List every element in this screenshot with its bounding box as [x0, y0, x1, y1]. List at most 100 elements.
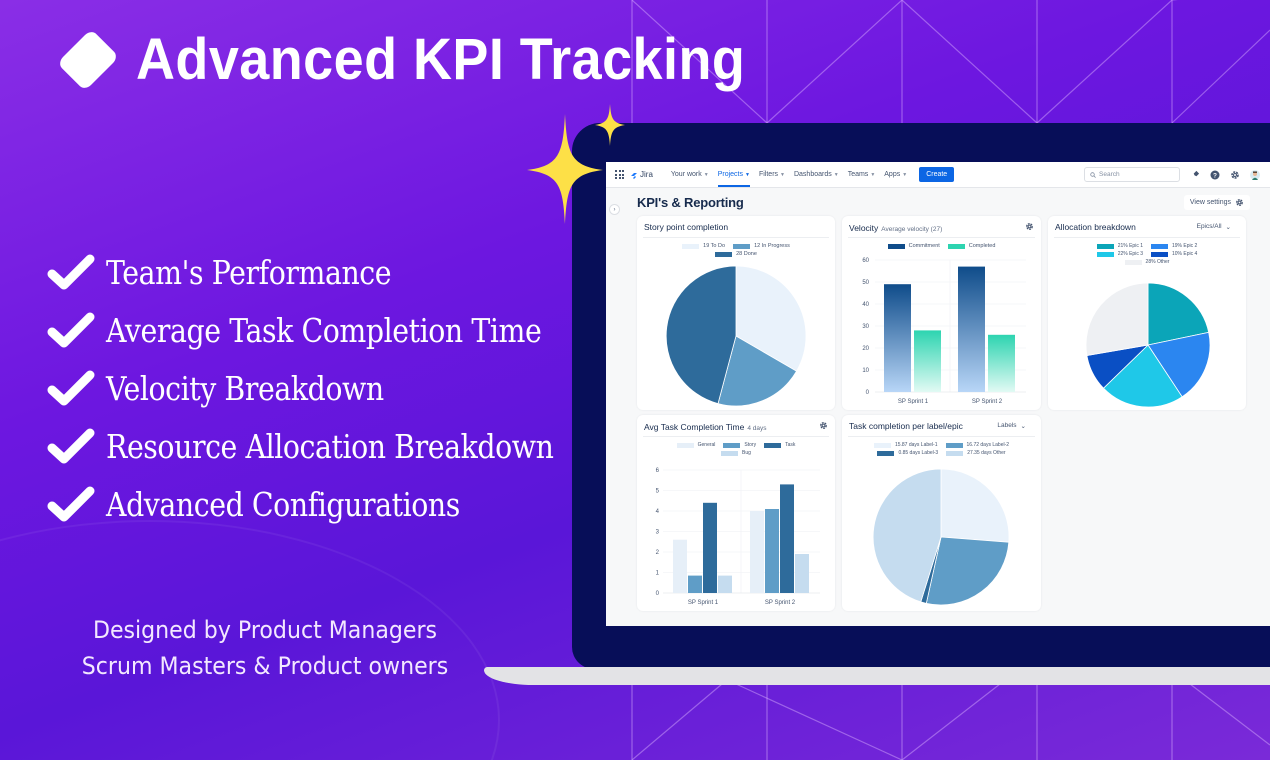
page-header: KPI's & Reporting View settings: [606, 188, 1270, 216]
bar-commitment-sprint2[interactable]: [958, 266, 985, 392]
nav-projects[interactable]: Projects ▼: [717, 171, 751, 187]
pie-slice-epic1[interactable]: [1147, 282, 1210, 346]
pie-slice-other[interactable]: [872, 468, 942, 603]
app-switcher-icon[interactable]: [615, 170, 624, 179]
chart-legend: 15.87 days Label-1 16.72 days Label-2 0.…: [842, 442, 1041, 456]
bar-task-sprint1[interactable]: [703, 502, 717, 593]
bar-bug-sprint1[interactable]: [718, 575, 732, 593]
legend-item-completed[interactable]: Completed: [947, 243, 996, 249]
credits-text: Designed by Product Managers Scrum Maste…: [58, 612, 472, 684]
pie-slice-epic2[interactable]: [1147, 331, 1211, 398]
bar-general-sprint1[interactable]: [673, 539, 687, 593]
svg-text:6: 6: [656, 468, 660, 474]
sidebar-expand-button[interactable]: ›: [609, 204, 620, 215]
pie-slice-other[interactable]: [1085, 282, 1149, 356]
card-title: Task completion per label/epic: [849, 420, 963, 431]
gear-icon[interactable]: [1025, 222, 1034, 231]
nav-teams[interactable]: Teams ▼: [848, 171, 876, 178]
allocation-pie-chart: [1085, 282, 1211, 408]
legend-item-in-progress[interactable]: 12 In Progress: [733, 243, 790, 249]
svg-text:2: 2: [656, 550, 660, 556]
bar-story-sprint1[interactable]: [688, 575, 702, 593]
pie-slice-label2[interactable]: [925, 536, 1010, 606]
task-completion-per-label-card: Task completion per label/epic Labels ⌄ 1…: [842, 415, 1041, 611]
settings-icon[interactable]: [1230, 170, 1240, 180]
legend-item-task[interactable]: Task: [764, 442, 795, 448]
bar-task-sprint2[interactable]: [780, 484, 794, 593]
labels-filter-dropdown[interactable]: Labels ⌄: [997, 422, 1026, 430]
svg-text:0: 0: [866, 390, 870, 396]
chevron-down-icon: ▼: [833, 171, 839, 178]
pie-slice-done[interactable]: [665, 265, 737, 405]
create-button[interactable]: Create: [919, 167, 955, 182]
hero-header: Advanced KPI Tracking: [56, 26, 791, 93]
legend-label: Story: [744, 442, 757, 448]
credits-line-2: Scrum Masters & Product owners: [81, 652, 449, 680]
legend-item-done[interactable]: 28 Done: [715, 251, 757, 257]
legend-item-commitment[interactable]: Commitment: [887, 243, 940, 249]
pie-slice-label1[interactable]: [940, 468, 1010, 543]
legend-item-epic4[interactable]: 10% Epic 4: [1151, 251, 1197, 257]
checkmark-icon: [47, 254, 95, 290]
legend-item-other[interactable]: 28% Other: [1124, 259, 1169, 265]
search-input[interactable]: Search: [1084, 167, 1180, 182]
jira-screen: Jira Your work ▼ Projects ▼ Filters ▼ Dashb…: [606, 162, 1270, 626]
legend-label: 0.85 days Label-3: [898, 450, 939, 456]
legend-item-other[interactable]: 27.35 days Other: [946, 450, 1006, 456]
chevron-down-icon: ▼: [870, 171, 876, 178]
legend-item-epic1[interactable]: 21% Epic 1: [1096, 243, 1143, 249]
nav-apps[interactable]: Apps ▼: [884, 171, 907, 178]
legend-item-label1[interactable]: 15.87 days Label-1: [873, 442, 938, 448]
bar-commitment-sprint1[interactable]: [884, 284, 911, 392]
feature-label: Team's Performance: [106, 252, 392, 292]
allocation-breakdown-card: Allocation breakdown Epics/All ⌄ 21% Epic…: [1048, 216, 1246, 410]
bar-general-sprint2[interactable]: [750, 511, 764, 593]
legend-item-todo[interactable]: 19 To Do: [682, 243, 725, 249]
nav-your-work[interactable]: Your work ▼: [671, 171, 709, 178]
bar-story-sprint2[interactable]: [765, 509, 779, 593]
jira-logo[interactable]: Jira: [630, 170, 653, 179]
bar-completed-sprint2[interactable]: [988, 334, 1015, 392]
nav-label: Apps: [884, 171, 901, 178]
epics-filter-dropdown[interactable]: Epics/All ⌄: [1197, 223, 1231, 231]
legend-item-label2[interactable]: 16.72 days Label-2: [945, 442, 1010, 448]
nav-filters[interactable]: Filters ▼: [759, 171, 785, 178]
gear-icon[interactable]: [819, 421, 828, 430]
pie-slice-epic3[interactable]: [1102, 344, 1183, 408]
bar-bug-sprint2[interactable]: [795, 554, 809, 593]
nav-dashboards[interactable]: Dashboards ▼: [794, 171, 839, 178]
top-navigation: Jira Your work ▼ Projects ▼ Filters ▼ Dashb…: [606, 162, 1270, 188]
legend-label: 21% Epic 1: [1117, 243, 1143, 249]
nav-label: Teams: [847, 171, 869, 178]
chart-legend: Commitment Completed: [842, 243, 1041, 249]
pie-slice-todo[interactable]: [735, 265, 807, 372]
legend-item-story[interactable]: Story: [723, 442, 756, 448]
help-icon[interactable]: ?: [1210, 170, 1220, 180]
legend-item-label3[interactable]: 0.85 days Label-3: [877, 450, 938, 456]
chevron-down-icon: ⌄: [1225, 223, 1231, 231]
pie-slice-in-progress[interactable]: [717, 335, 798, 407]
legend-item-general[interactable]: General: [676, 442, 715, 448]
card-subtitle: Average velocity (27): [881, 225, 943, 233]
chart-legend: 21% Epic 1 19% Epic 2 22% Epic 3 10% Epi…: [1048, 243, 1246, 265]
nav-label: Your work: [670, 171, 702, 178]
chevron-down-icon: ⌄: [1020, 422, 1026, 430]
notifications-icon[interactable]: [1190, 170, 1200, 180]
feature-label: Resource Allocation Breakdown: [106, 426, 554, 466]
avatar[interactable]: [1250, 169, 1260, 180]
feature-item: Team's Performance: [46, 243, 626, 301]
card-header: Avg Task Completion Time 4 days: [643, 415, 829, 437]
svg-text:SP Sprint 2: SP Sprint 2: [765, 600, 796, 606]
legend-item-epic3[interactable]: 22% Epic 3: [1096, 251, 1143, 257]
legend-item-epic2[interactable]: 19% Epic 2: [1151, 243, 1197, 249]
jira-logo-icon: [631, 172, 637, 179]
bar-completed-sprint1[interactable]: [914, 330, 941, 392]
feature-label: Velocity Breakdown: [106, 368, 384, 408]
legend-label: 19 To Do: [703, 243, 726, 249]
legend-item-bug[interactable]: Bug: [721, 450, 751, 456]
view-settings-button[interactable]: View settings: [1183, 194, 1250, 210]
sparkle-small-icon: [595, 104, 625, 146]
legend-label: 16.72 days Label-2: [966, 442, 1010, 448]
legend-label: Completed: [968, 243, 996, 249]
checkmark-icon: [47, 428, 95, 464]
